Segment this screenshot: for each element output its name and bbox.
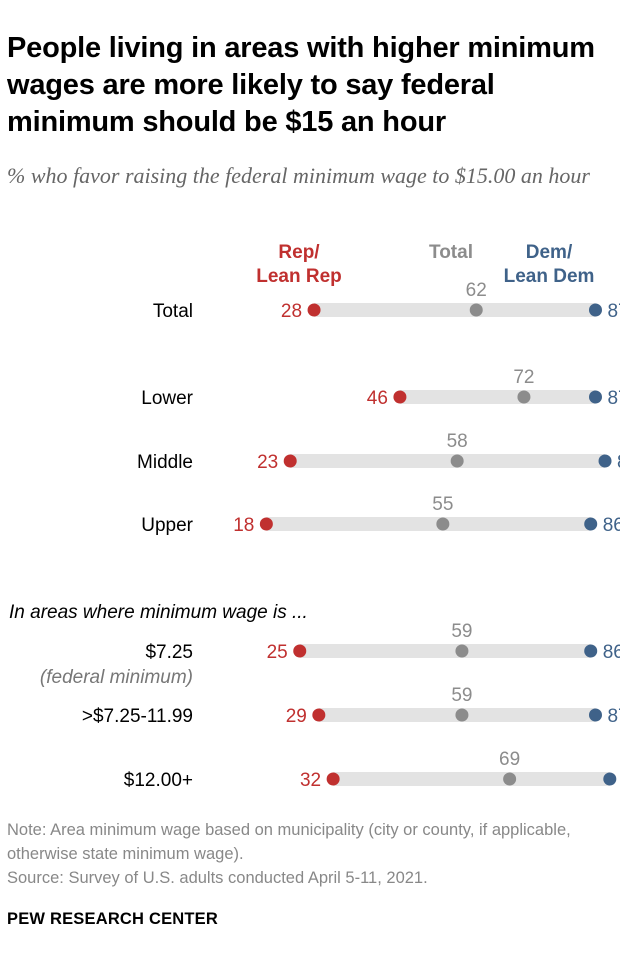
row-5: >$7.25-11.99 29 59 87: [82, 685, 620, 727]
value-rep: 29: [286, 706, 307, 727]
value-rep: 28: [281, 301, 302, 322]
dot-total: [517, 390, 531, 404]
legend-total: Total: [429, 242, 473, 263]
dot-total: [455, 644, 469, 658]
dot-dem: [588, 708, 602, 722]
row-label: Total: [153, 301, 193, 322]
row-6: $12.00+326990: [124, 749, 617, 791]
dot-rep: [312, 708, 326, 722]
section-label: In areas where minimum wage is ...: [9, 602, 308, 623]
value-total: 69: [499, 749, 520, 770]
value-total: 59: [451, 621, 472, 642]
range-bar: [266, 517, 591, 531]
row-label: Lower: [141, 388, 193, 409]
value-rep: 32: [300, 770, 321, 791]
range-bar: [290, 454, 606, 468]
dot-rep: [393, 390, 407, 404]
legend-rep-line: Rep/: [278, 242, 320, 263]
brand-logo: PEW RESEARCH CENTER: [7, 910, 218, 928]
chart-title: People living in areas with higher minim…: [7, 32, 595, 138]
row-label: $12.00+: [124, 770, 193, 791]
row-label: Middle: [137, 452, 193, 473]
value-dem: 86: [603, 515, 620, 536]
row-0: Total 28 62 87: [153, 280, 620, 322]
legend-rep-line: Lean Rep: [256, 266, 342, 287]
value-rep: 25: [267, 642, 288, 663]
row-2: Middle 23 58 89: [137, 431, 620, 473]
dot-dem: [603, 772, 617, 786]
legend-rep: Rep/Lean Rep: [256, 242, 342, 287]
range-bar: [399, 390, 596, 404]
row-3: Upper 18 55 86: [141, 494, 620, 536]
row-sublabel: (federal minimum): [40, 667, 193, 688]
dot-dem: [588, 303, 602, 317]
dot-rep: [283, 454, 297, 468]
legend-dem: Dem/Lean Dem: [504, 242, 595, 287]
dot-total: [450, 454, 464, 468]
legend: Rep/Lean Rep Total Dem/Lean Dem: [256, 242, 594, 287]
range-bar: [314, 303, 596, 317]
range-bar: [333, 772, 610, 786]
value-rep: 23: [257, 452, 278, 473]
dot-rep: [293, 644, 307, 658]
dot-total: [436, 517, 450, 531]
note-text: Note: Area minimum wage based on municip…: [7, 821, 571, 863]
dot-rep: [307, 303, 321, 317]
row-label: >$7.25-11.99: [82, 706, 193, 727]
value-total: 58: [447, 431, 468, 452]
value-dem: 87: [607, 706, 620, 727]
notes: Note: Area minimum wage based on municip…: [7, 818, 607, 890]
value-rep: 18: [233, 515, 254, 536]
row-4: $7.25 (federal minimum) 25 59 86: [40, 621, 620, 688]
dot-rep: [326, 772, 340, 786]
row-1: Lower 46 72 87: [141, 367, 620, 409]
value-dem: 87: [607, 301, 620, 322]
plot-rows: Total 28 62 87 Lower 46 72 87 Middle 23 58 89 Upper 1…: [40, 280, 620, 791]
dot-total: [455, 708, 469, 722]
legend-total-line: Total: [429, 242, 473, 263]
dot-dem: [588, 390, 602, 404]
chart-subtitle: % who favor raising the federal minimum …: [7, 163, 590, 188]
dot-dem: [584, 517, 598, 531]
dot-total: [469, 303, 483, 317]
dot-plot: Rep/Lean Rep Total Dem/Lean Dem Total 28 62 8…: [9, 242, 620, 791]
row-label: Upper: [141, 515, 193, 536]
dot-dem: [584, 644, 598, 658]
legend-dem-line: Lean Dem: [504, 266, 595, 287]
value-total: 62: [466, 280, 487, 301]
legend-dem-line: Dem/: [526, 242, 573, 263]
source-text: Source: Survey of U.S. adults conducted …: [7, 869, 428, 887]
value-dem: 89: [617, 452, 620, 473]
value-total: 55: [432, 494, 453, 515]
value-dem: 87: [607, 388, 620, 409]
value-rep: 46: [367, 388, 388, 409]
dot-total: [503, 772, 517, 786]
dot-rep: [259, 517, 273, 531]
value-total: 59: [451, 685, 472, 706]
row-label: $7.25: [145, 642, 193, 663]
value-dem: 86: [603, 642, 620, 663]
dot-dem: [598, 454, 612, 468]
range-bar: [299, 644, 591, 658]
value-total: 72: [513, 367, 534, 388]
